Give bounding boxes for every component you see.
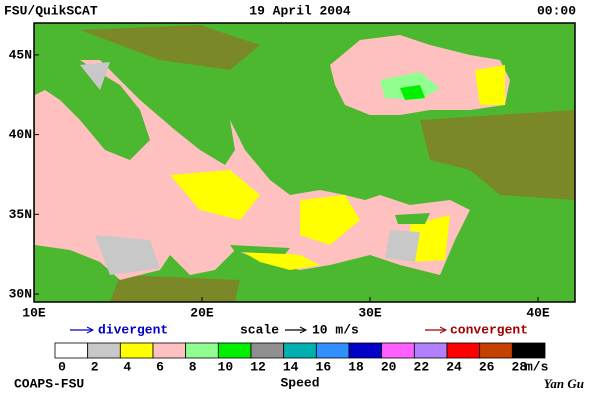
island: [230, 213, 430, 254]
colorbar-label: 6: [156, 359, 164, 374]
colorbar-label: 22: [414, 359, 430, 374]
colorbar-box: [479, 342, 513, 359]
colorbar-box: [119, 342, 154, 359]
scale-arrow-head: [299, 326, 308, 334]
map: [33, 22, 576, 303]
colorbar-label: 26: [479, 359, 495, 374]
lat-tick-label: 45N: [9, 47, 32, 62]
colorbar-box: [54, 342, 89, 359]
colorbar-title: Speed: [280, 375, 319, 390]
colorbar-box: [315, 342, 350, 359]
colorbar-label: 28: [512, 359, 528, 374]
colorbar-label: 16: [316, 359, 332, 374]
colorbar-label: 10: [218, 359, 234, 374]
lon-tick-label: 20E: [190, 305, 214, 320]
sea-patch: [80, 62, 420, 275]
terrain: [80, 25, 575, 302]
colorbar-box: [217, 342, 252, 359]
colorbar-label: 18: [348, 359, 364, 374]
colorbar-label: 14: [283, 359, 299, 374]
colorbar-label: 12: [250, 359, 266, 374]
colorbar-box: [152, 342, 187, 359]
colorbar-box: [185, 342, 219, 359]
colorbar-box: [87, 342, 121, 359]
header-time: 00:00: [537, 3, 576, 18]
colorbar-label: 4: [123, 359, 131, 374]
footer-right: Yan Gu: [544, 376, 584, 391]
lon-tick-label: 40E: [526, 305, 550, 320]
header-left: FSU/QuikSCAT: [4, 3, 98, 18]
sea: [35, 60, 470, 280]
sea-patch: [400, 85, 425, 100]
lat-tick-label: 40N: [9, 127, 32, 142]
lat-tick-label: 30N: [9, 286, 32, 301]
scale-value: 10 m/s: [312, 322, 359, 337]
colorbar-label: 2: [91, 359, 99, 374]
colorbar-label: 8: [189, 359, 197, 374]
colorbar-box: [413, 342, 448, 359]
footer-left: COAPS-FSU: [14, 376, 84, 391]
lon-tick-label: 30E: [358, 305, 382, 320]
lon-tick-label: 10E: [22, 305, 46, 320]
colorbar-box: [250, 342, 285, 359]
colorbar-label: 20: [381, 359, 397, 374]
scale-label: scale: [240, 322, 279, 337]
sea-patch: [170, 65, 505, 270]
convergent-label: convergent: [450, 322, 528, 337]
colorbar-box: [511, 342, 546, 359]
header-date: 19 April 2004: [249, 3, 351, 18]
convergent-arrow-head: [439, 326, 448, 334]
colorbar-label: 24: [446, 359, 462, 374]
map-frame: [33, 22, 576, 303]
colorbar-box: [381, 342, 415, 359]
colorbar-box: [446, 342, 481, 359]
lat-tick-label: 35N: [9, 207, 32, 222]
colorbar-unit: m/s: [525, 359, 549, 374]
sea-patch: [380, 72, 440, 100]
divergent-label: divergent: [98, 322, 168, 337]
legend: divergent scale 10 m/s convergent: [70, 322, 528, 337]
colorbar-box: [283, 342, 317, 359]
colorbar-label: 0: [58, 359, 66, 374]
divergent-arrow-head: [86, 326, 95, 334]
colorbar-box: [348, 342, 383, 359]
